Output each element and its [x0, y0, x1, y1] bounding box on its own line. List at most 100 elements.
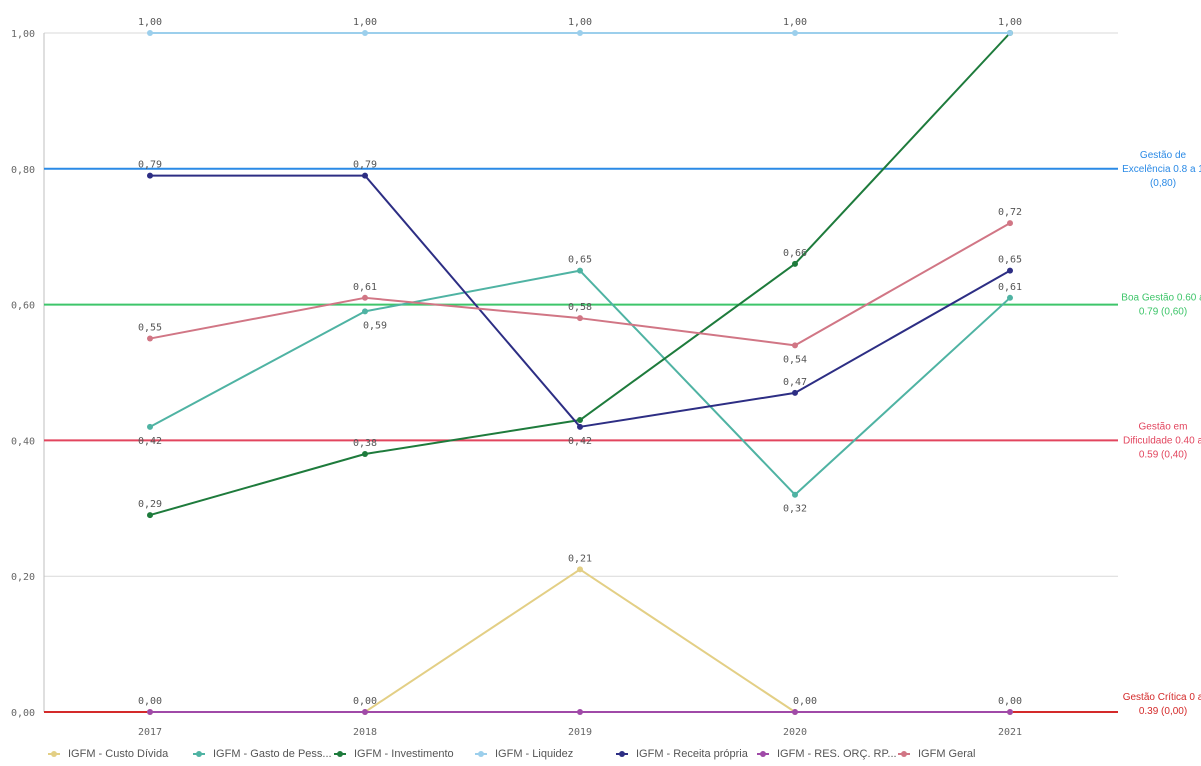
data-point: [577, 30, 583, 36]
data-point: [577, 267, 583, 274]
legend-item[interactable]: IGFM - Liquidez: [475, 748, 573, 760]
data-point: [577, 709, 583, 715]
data-point: [147, 30, 153, 36]
legend-item[interactable]: IGFM - Custo Dívida: [48, 748, 168, 760]
data-label: 1,00: [353, 17, 377, 28]
legend-label: IGFM - Liquidez: [495, 748, 574, 760]
x-tick-label: 2017: [138, 727, 162, 738]
legend-marker-icon: [334, 749, 348, 759]
data-label: 1,00: [783, 17, 807, 28]
data-point: [362, 294, 368, 301]
data-point: [577, 417, 583, 424]
legend-label: IGFM - Receita própria: [636, 748, 748, 760]
data-label: 0,00: [998, 696, 1022, 707]
data-label: 0,66: [783, 248, 807, 259]
data-point: [362, 172, 368, 179]
data-label: 0,54: [783, 354, 807, 365]
legend-item[interactable]: IGFM - Gasto de Pess...: [193, 748, 332, 760]
legend-marker-icon: [475, 749, 489, 759]
data-point: [147, 335, 153, 342]
data-label: 0,42: [568, 436, 592, 447]
y-tick-label: 0,20: [11, 572, 35, 583]
data-label: 0,59: [363, 320, 387, 331]
legend-item[interactable]: IGFM - Receita própria: [616, 748, 748, 760]
data-label: 0,61: [998, 282, 1022, 293]
legend-marker-icon: [616, 749, 630, 759]
data-point: [1007, 30, 1013, 36]
y-tick-label: 0,60: [11, 301, 35, 312]
data-point: [362, 308, 368, 315]
data-label: 0,42: [138, 436, 162, 447]
legend-label: IGFM Geral: [918, 748, 976, 760]
x-tick-label: 2021: [998, 727, 1022, 738]
reference-line-label: Gestão Crítica 0 a: [1123, 692, 1201, 703]
legend-label: IGFM - RES. ORÇ. RP...: [777, 748, 897, 760]
data-labels: 0,00 0,00 0,21 0,00 0,00 0,42 0,59 0,65 0,32 0,61…: [138, 17, 1022, 707]
reference-line-label: Dificuldade 0.40 a: [1123, 435, 1201, 446]
data-point: [147, 172, 153, 179]
series-line: [150, 568, 1010, 713]
data-point: [147, 709, 153, 715]
reference-line-label: Excelência 0.8 a 1: [1122, 164, 1201, 175]
data-point: [1007, 220, 1013, 227]
reference-line-label: 0.79 (0,60): [1139, 307, 1187, 318]
legend: IGFM - Custo Dívida IGFM - Gasto de Pess.…: [44, 748, 1194, 764]
legend-marker-icon: [48, 749, 62, 759]
data-point: [792, 709, 798, 715]
reference-lines: Gestão de Excelência 0.8 a 1 (0,80) Boa Ges…: [44, 150, 1201, 717]
data-point: [792, 260, 798, 267]
data-point: [792, 342, 798, 349]
data-label: 1,00: [568, 17, 592, 28]
data-point: [1007, 709, 1013, 715]
legend-marker-icon: [757, 749, 771, 759]
data-label: 0,29: [138, 499, 162, 510]
legend-label: IGFM - Custo Dívida: [68, 748, 169, 760]
reference-line-label: 0.39 (0,00): [1139, 706, 1187, 717]
data-point: [362, 450, 368, 457]
x-tick-label: 2020: [783, 727, 807, 738]
y-tick-label: 1,00: [11, 29, 35, 40]
data-point: [577, 566, 583, 573]
data-point: [792, 30, 798, 36]
reference-line-label: Boa Gestão 0.60 a: [1121, 293, 1201, 304]
x-tick-label: 2018: [353, 727, 377, 738]
data-point: [362, 30, 368, 36]
gridlines: [44, 32, 1118, 713]
x-axis: 2017 2018 2019 2020 2021: [138, 727, 1022, 738]
data-label: 0,00: [353, 696, 377, 707]
reference-line-label: (0,80): [1150, 178, 1176, 189]
legend-label: IGFM - Gasto de Pess...: [213, 748, 332, 760]
legend-item[interactable]: IGFM - Investimento: [334, 748, 454, 760]
series-line: [149, 222, 1011, 347]
data-point: [147, 423, 153, 430]
reference-line-label: Gestão em: [1139, 421, 1188, 432]
data-label: 1,00: [998, 17, 1022, 28]
y-tick-label: 0,40: [11, 436, 35, 447]
legend-label: IGFM - Investimento: [354, 748, 454, 760]
y-tick-label: 0,00: [11, 708, 35, 719]
data-label: 0,79: [138, 160, 162, 171]
data-label: 1,00: [138, 17, 162, 28]
data-label: 0,55: [138, 323, 162, 334]
data-point: [577, 423, 583, 430]
data-label: 0,61: [353, 282, 377, 293]
data-label: 0,47: [783, 377, 807, 388]
data-point: [792, 389, 798, 396]
data-label: 0,72: [998, 207, 1022, 218]
data-label: 0,38: [353, 438, 377, 449]
legend-item[interactable]: IGFM - RES. ORÇ. RP...: [757, 748, 897, 760]
data-label: 0,79: [353, 160, 377, 171]
data-point: [1007, 294, 1013, 301]
y-tick-label: 0,80: [11, 165, 35, 176]
reference-line-label: Gestão de: [1140, 150, 1187, 161]
y-axis: 0,00 0,20 0,40 0,60 0,80 1,00: [11, 29, 45, 719]
data-point: [792, 491, 798, 498]
data-label: 0,32: [783, 504, 807, 515]
legend-marker-icon: [193, 749, 207, 759]
data-point: [147, 512, 153, 519]
data-label: 0,21: [568, 553, 592, 564]
x-tick-label: 2019: [568, 727, 592, 738]
legend-item[interactable]: IGFM Geral: [898, 748, 975, 760]
data-label: 0,00: [138, 696, 162, 707]
data-point: [362, 709, 368, 715]
